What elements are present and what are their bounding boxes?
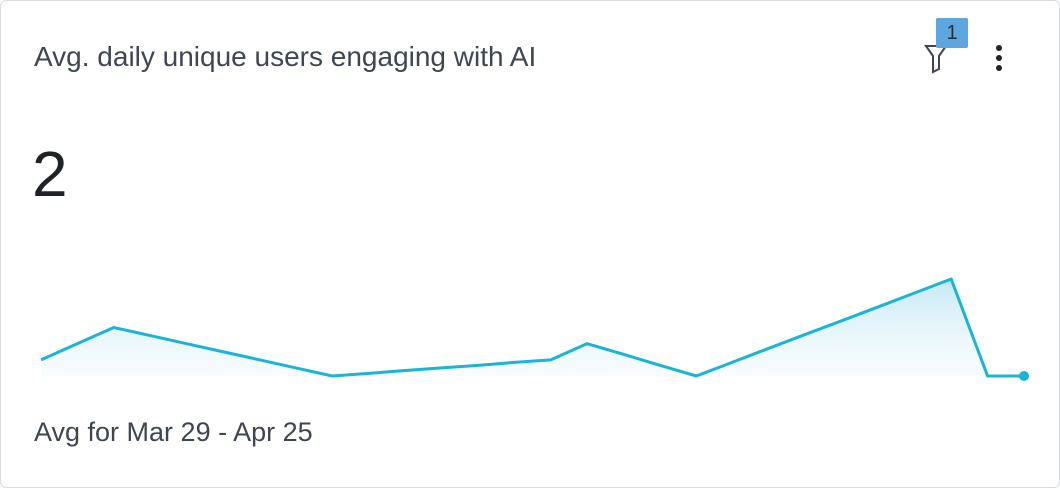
dot[interactable]: [996, 65, 1002, 71]
dot[interactable]: [996, 55, 1002, 61]
filter-badge[interactable]: 1: [936, 18, 968, 48]
line: [40, 277, 1024, 378]
filter-icon[interactable]: [924, 45, 948, 74]
metric-value: 2: [32, 138, 68, 210]
dot[interactable]: [996, 45, 1002, 51]
date-range: Avg for Mar 29 - Apr 25: [34, 417, 313, 447]
more-menu[interactable]: [996, 45, 1002, 71]
end-dot: [1019, 371, 1029, 381]
card-title: Avg. daily unique users engaging with AI: [34, 41, 537, 72]
area: [41, 279, 1024, 376]
funnel[interactable]: [924, 45, 948, 74]
